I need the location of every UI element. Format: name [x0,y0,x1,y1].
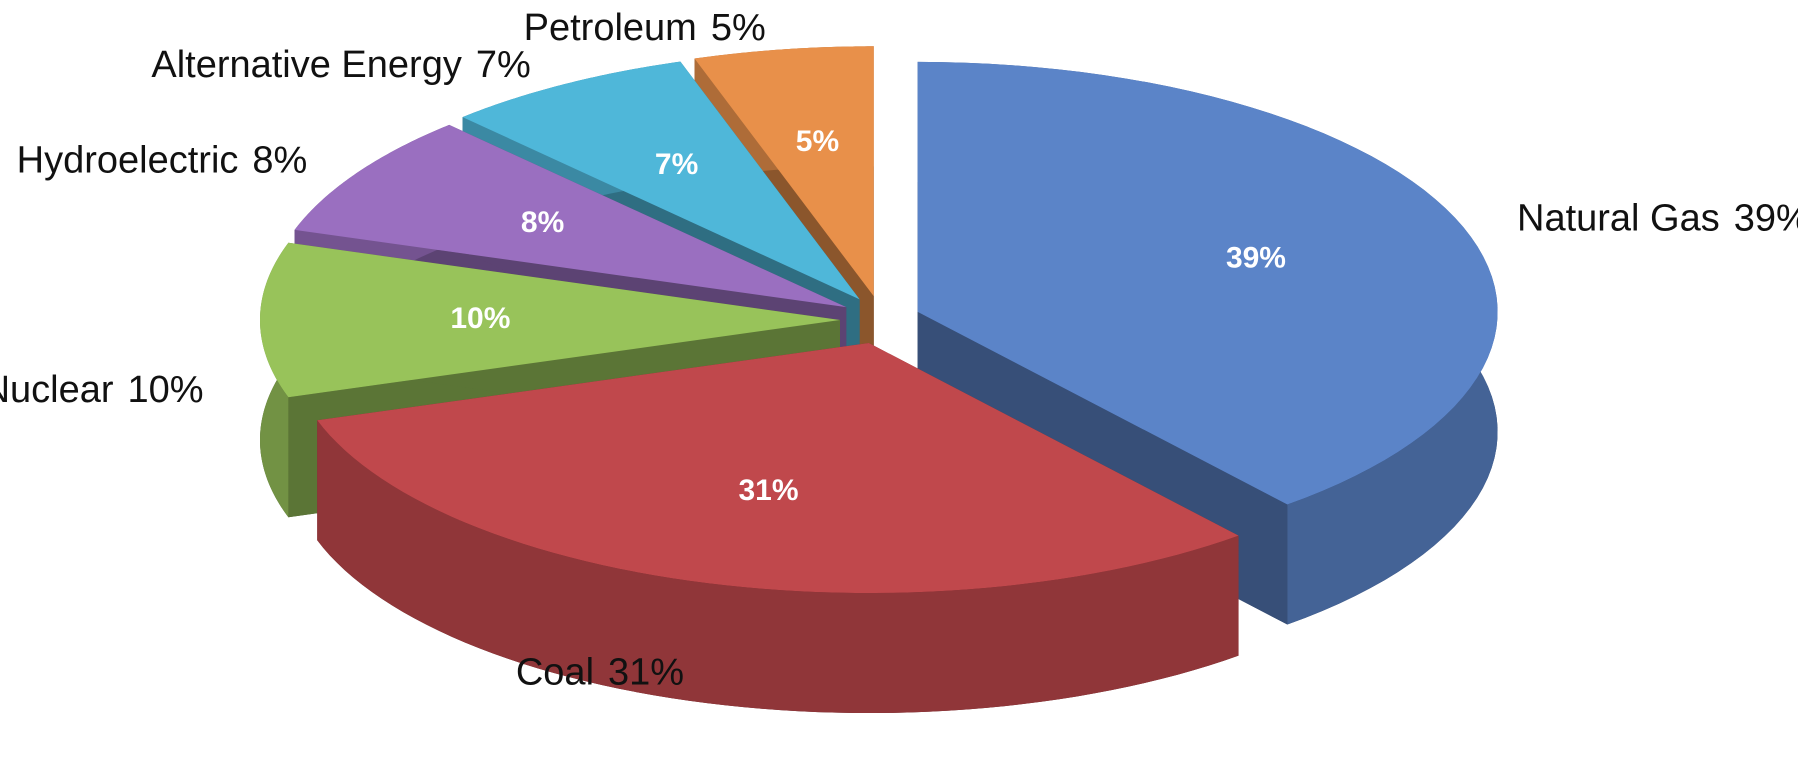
slice-top [917,61,1498,505]
slice-value-label: 31% [738,474,798,507]
slice-label: Coal 31% [516,651,684,693]
slice-value-label: 5% [796,125,839,158]
category-value: 7% [476,44,531,86]
slice-value-label: 8% [521,206,564,239]
slice-label: Alternative Energy 7% [151,44,530,86]
category-value: 5% [711,7,766,49]
category-value: 31% [608,651,684,693]
category-name: Alternative Energy [151,44,462,86]
category-name: Natural Gas [1517,197,1720,239]
slice-top [317,343,1239,594]
category-value: 39% [1734,197,1798,239]
pie-slice [317,343,1239,714]
category-name: Hydroelectric [17,139,239,181]
category-value: 10% [128,369,204,411]
slice-label: Petroleum 5% [524,7,766,49]
slice-label: Hydroelectric 8% [17,139,308,181]
slice-value-label: 39% [1226,241,1286,274]
slice-top [294,124,847,308]
pie-slice [917,61,1498,625]
category-value: 8% [252,139,307,181]
category-name: Petroleum [524,7,697,49]
slice-value-label: 10% [450,302,510,335]
slice-wall [317,420,1239,714]
category-name: Coal [516,651,594,693]
slice-top [462,61,860,300]
slice-label: Nuclear 10% [0,369,204,411]
slice-label: Natural Gas 39% [1517,197,1798,239]
slice-top [260,242,840,398]
category-name: Nuclear [0,369,114,411]
slice-top [694,46,874,297]
slice-value-label: 7% [655,148,698,181]
